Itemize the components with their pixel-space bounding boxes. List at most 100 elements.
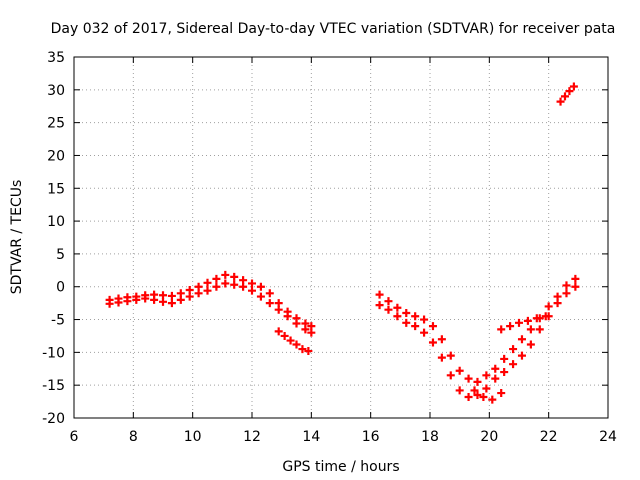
data-point xyxy=(411,322,420,331)
data-point xyxy=(491,374,500,383)
data-point xyxy=(515,318,523,327)
data-point xyxy=(221,270,230,279)
data-point xyxy=(562,289,571,298)
data-point xyxy=(265,299,274,308)
y-tick-label: -15 xyxy=(42,378,65,394)
data-point xyxy=(239,282,248,291)
series-arc-3 xyxy=(497,312,550,334)
data-point xyxy=(375,301,384,310)
data-point xyxy=(203,286,212,295)
data-point xyxy=(265,289,274,298)
data-point xyxy=(488,395,497,404)
data-point xyxy=(455,386,464,395)
data-point xyxy=(420,328,429,337)
data-point xyxy=(509,345,518,354)
data-point xyxy=(114,298,123,307)
y-axis-label: SDTVAR / TECUs xyxy=(9,180,25,295)
data-point xyxy=(393,303,402,312)
x-tick-label: 8 xyxy=(129,429,138,445)
x-tick-label: 16 xyxy=(362,429,380,445)
data-point xyxy=(393,312,402,321)
data-point xyxy=(455,366,464,375)
data-point xyxy=(286,336,295,345)
data-point xyxy=(301,325,310,334)
data-point xyxy=(497,389,506,398)
x-tick-label: 20 xyxy=(480,429,498,445)
y-tick-label: 0 xyxy=(56,280,65,296)
data-point xyxy=(212,274,221,283)
data-point xyxy=(283,312,292,321)
series-arc-2-lower xyxy=(375,282,580,401)
data-point xyxy=(482,384,491,393)
series-arc-2-upper xyxy=(375,274,580,386)
data-point xyxy=(248,286,256,295)
data-point xyxy=(185,292,194,301)
data-point xyxy=(553,299,562,308)
data-point xyxy=(375,290,384,299)
data-point xyxy=(497,325,506,334)
grid xyxy=(74,57,608,418)
data-point xyxy=(428,338,437,347)
data-point xyxy=(428,322,437,331)
y-tick-label: 25 xyxy=(47,116,65,132)
series-arc-1-tail xyxy=(274,327,313,356)
x-tick-label: 10 xyxy=(184,429,202,445)
data-point xyxy=(141,294,150,303)
data-point xyxy=(482,371,491,380)
data-point xyxy=(437,353,446,362)
data-point xyxy=(509,360,518,369)
y-tick-label: 35 xyxy=(47,50,65,66)
data-point xyxy=(384,305,393,314)
data-point xyxy=(420,315,429,324)
data-point xyxy=(500,368,509,377)
x-axis-label: GPS time / hours xyxy=(282,459,399,475)
x-axis: 6 8 10 12 14 16 18 20 22 24 xyxy=(70,57,617,445)
data-point xyxy=(506,322,515,331)
y-tick-label: -20 xyxy=(42,411,65,427)
x-tick-label: 18 xyxy=(421,429,439,445)
series-arc-2-tail xyxy=(470,386,506,404)
y-tick-label: 30 xyxy=(47,83,65,99)
data-point xyxy=(194,289,203,298)
data-point xyxy=(470,386,479,395)
x-tick-label: 6 xyxy=(70,429,79,445)
y-tick-label: 5 xyxy=(56,247,65,263)
data-point xyxy=(571,282,580,291)
series-arc-4 xyxy=(556,82,578,106)
x-tick-label: 22 xyxy=(540,429,558,445)
data-point xyxy=(176,295,185,304)
data-point xyxy=(203,278,212,287)
data-point xyxy=(307,328,316,337)
data-point xyxy=(221,279,230,288)
plot-area xyxy=(73,56,609,419)
data-point xyxy=(437,335,446,344)
data-point xyxy=(274,305,283,314)
data-point xyxy=(544,302,553,311)
data-point xyxy=(248,279,256,288)
data-point xyxy=(159,297,167,306)
y-tick-label: -10 xyxy=(42,345,65,361)
y-tick-label: 10 xyxy=(47,214,65,230)
data-point xyxy=(292,319,301,328)
data-point xyxy=(517,335,526,344)
data-point xyxy=(526,325,535,334)
data-point xyxy=(479,392,488,401)
data-point xyxy=(402,308,411,317)
data-point xyxy=(167,291,176,300)
x-tick-label: 24 xyxy=(599,429,617,445)
data-point xyxy=(569,82,578,91)
data-point xyxy=(473,391,482,400)
data-point xyxy=(167,299,176,308)
data-point xyxy=(446,371,455,380)
data-point xyxy=(556,97,565,106)
data-point xyxy=(565,87,574,96)
data-point xyxy=(402,318,411,327)
data-point xyxy=(571,274,580,283)
data-point xyxy=(230,272,239,281)
data-point xyxy=(411,312,420,321)
data-point xyxy=(535,325,544,334)
data-point xyxy=(230,280,239,289)
data-point xyxy=(491,364,500,373)
data-point xyxy=(464,392,473,401)
data-point xyxy=(280,331,289,340)
